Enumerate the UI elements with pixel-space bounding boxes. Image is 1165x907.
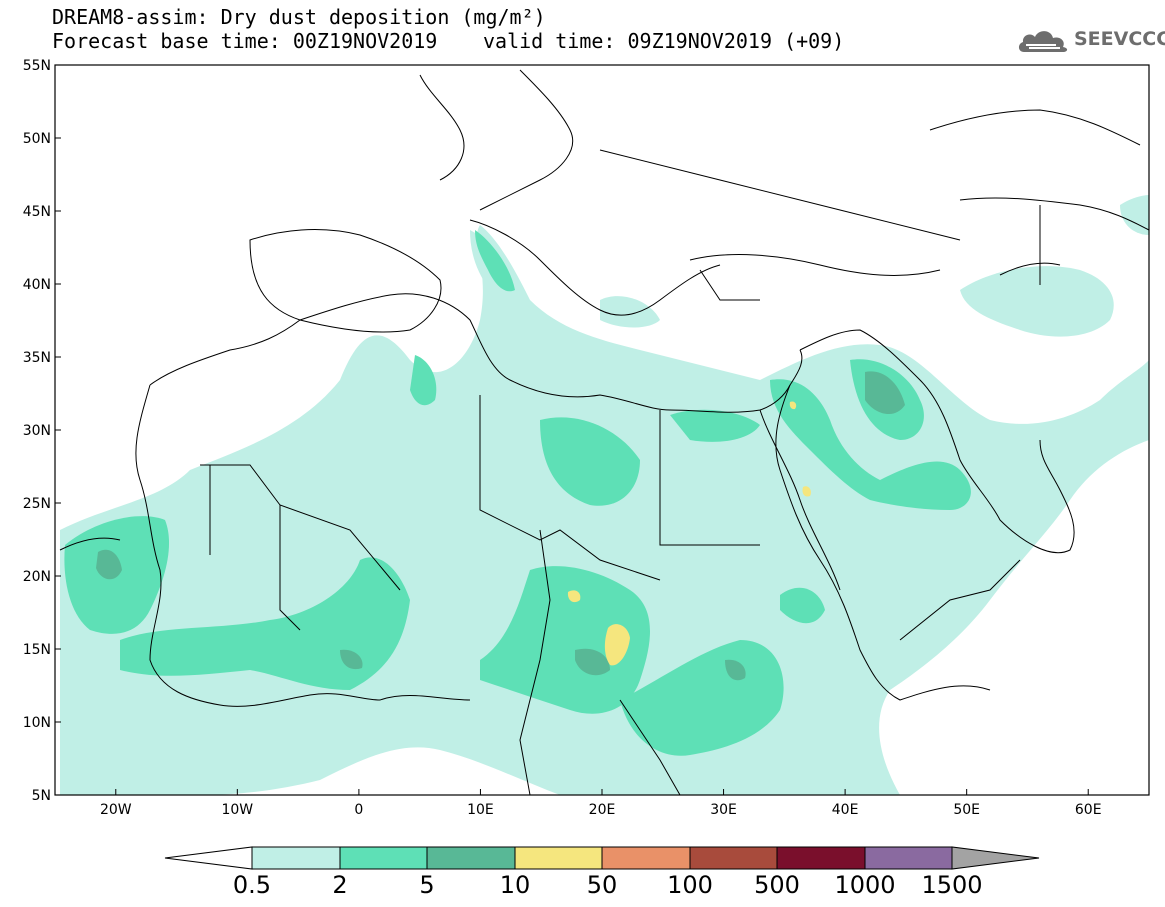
lon-tick-label: 0 <box>354 802 363 818</box>
colorbar: 0.5 2 5 10 50 100 500 1000 1500 <box>164 846 1040 899</box>
colorbar-label-8: 1500 <box>921 871 982 899</box>
colorbar-label-0: 0.5 <box>233 871 271 899</box>
longitude-axis: 20W 10W 0 10E 20E 30E 40E 50E 60E <box>100 789 1102 818</box>
colorbar-under-triangle <box>164 846 253 870</box>
lat-tick-label: 45N <box>23 204 51 220</box>
colorbar-over-triangle <box>951 846 1040 870</box>
lat-tick-label: 30N <box>23 423 51 439</box>
colorbar-label-4: 50 <box>587 871 618 899</box>
logo-text: SEEVCCC <box>1074 28 1165 50</box>
lat-tick-label: 55N <box>23 58 51 74</box>
map-title: DREAM8-assim: Dry dust deposition (mg/m²… <box>52 5 546 29</box>
valid-time: valid time: 09Z19NOV2019 (+09) <box>483 29 845 53</box>
colorbar-box-3 <box>514 846 603 870</box>
lon-tick-label: 20E <box>589 802 616 818</box>
colorbar-box-5 <box>689 846 778 870</box>
lat-tick-label: 25N <box>23 496 51 512</box>
colorbar-label-7: 1000 <box>834 871 895 899</box>
lat-tick-label: 5N <box>32 788 51 804</box>
lat-tick-label: 15N <box>23 642 51 658</box>
colorbar-box-1 <box>339 846 428 870</box>
colorbar-box-4 <box>601 846 691 870</box>
colorbar-label-2: 5 <box>419 871 434 899</box>
dust-field <box>55 65 1149 795</box>
lat-tick-label: 50N <box>23 131 51 147</box>
lon-tick-label: 20W <box>100 802 132 818</box>
colorbar-label-1: 2 <box>332 871 347 899</box>
forecast-base-time: Forecast base time: 00Z19NOV2019 <box>52 29 438 53</box>
colorbar-box-2 <box>426 846 516 870</box>
colorbar-box-7 <box>864 846 953 870</box>
colorbar-label-6: 500 <box>754 871 800 899</box>
lon-tick-label: 50E <box>953 802 980 818</box>
lat-tick-label: 20N <box>23 569 51 585</box>
lat-tick-label: 40N <box>23 277 51 293</box>
seevccc-logo: SEEVCCC <box>1016 26 1165 56</box>
colorbar-label-5: 100 <box>667 871 713 899</box>
lon-tick-label: 30E <box>710 802 737 818</box>
lat-tick-label: 10N <box>23 715 51 731</box>
latitude-axis: 55N 50N 45N 40N 35N 30N 25N 20N 15N 10N 5N <box>23 58 61 804</box>
colorbar-box-0 <box>251 846 341 870</box>
lon-tick-label: 60E <box>1075 802 1102 818</box>
lon-tick-label: 10E <box>467 802 494 818</box>
lat-tick-label: 35N <box>23 350 51 366</box>
colorbar-label-3: 10 <box>500 871 531 899</box>
lon-tick-label: 40E <box>832 802 859 818</box>
cloud-logo-icon <box>1018 31 1068 52</box>
colorbar-box-6 <box>776 846 866 870</box>
lon-tick-label: 10W <box>221 802 253 818</box>
